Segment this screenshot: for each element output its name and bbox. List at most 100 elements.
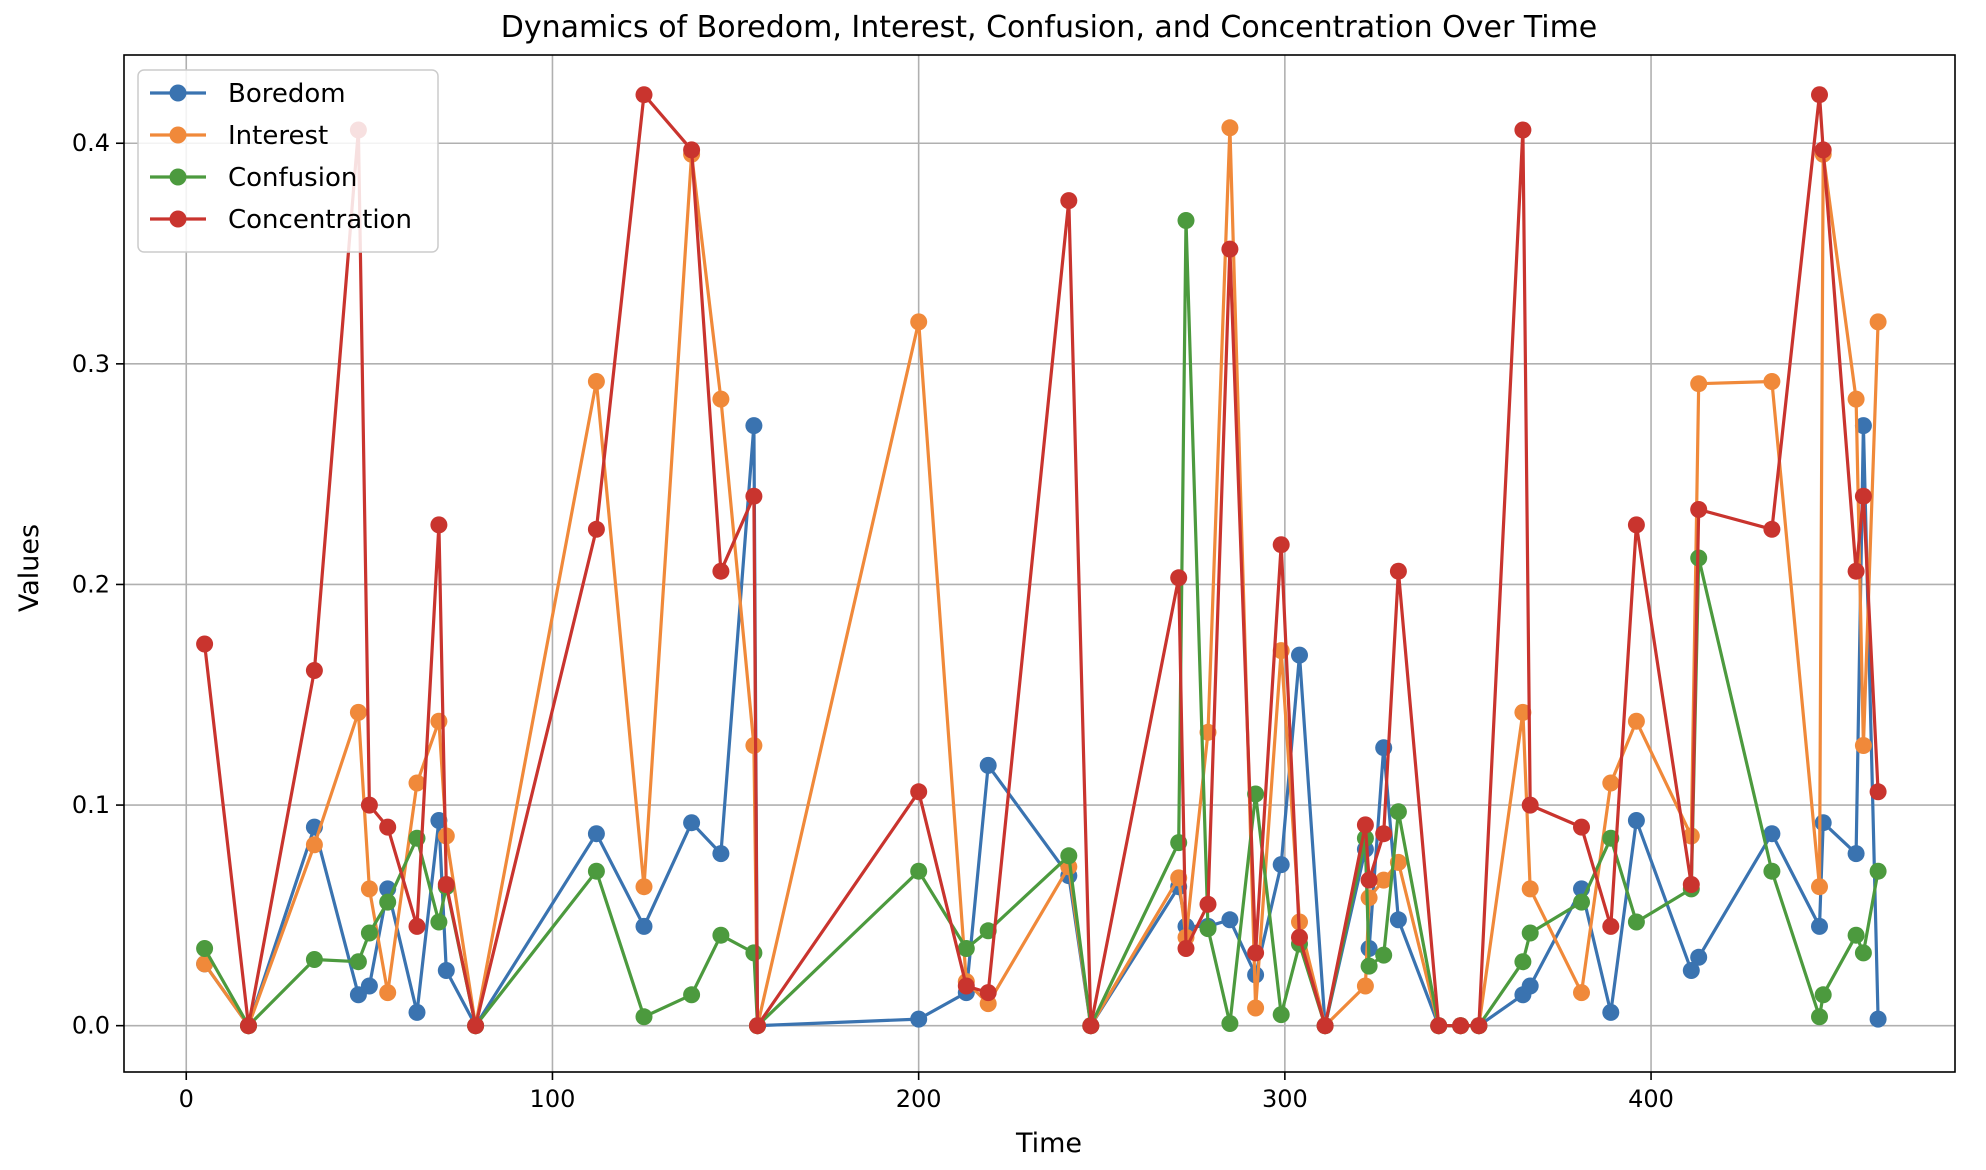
data-point-boredom [635, 917, 653, 935]
data-point-boredom [360, 977, 378, 995]
data-point-concentration [1869, 783, 1887, 801]
data-point-interest [1763, 373, 1781, 390]
data-point-confusion [430, 913, 448, 931]
data-point-boredom [1682, 962, 1700, 979]
legend: Boredom Interest Confusion Concentration [137, 69, 439, 253]
data-point-boredom [430, 812, 448, 829]
data-point-interest [1847, 390, 1865, 408]
data-point-confusion [1573, 893, 1590, 911]
data-point-interest [1602, 774, 1620, 792]
data-point-boredom [587, 825, 605, 843]
data-point-concentration [957, 977, 975, 995]
data-point-concentration [360, 796, 378, 814]
data-point-confusion [1763, 862, 1781, 880]
legend-marker-boredom [169, 84, 187, 102]
y-tick-label: 0.4 [72, 129, 110, 157]
data-point-boredom [1811, 917, 1828, 935]
data-point-boredom [1272, 856, 1290, 874]
data-point-confusion [1814, 986, 1832, 1004]
data-point-interest [587, 373, 605, 390]
x-axis-label: Time [1015, 1128, 1082, 1159]
data-point-concentration [379, 818, 397, 836]
data-point-boredom [910, 1010, 928, 1028]
legend-marker-confusion [169, 168, 187, 186]
data-point-boredom [979, 756, 997, 774]
data-point-concentration [1682, 876, 1700, 893]
data-point-concentration [1573, 818, 1590, 836]
x-tick-label: 300 [1262, 1085, 1308, 1113]
data-point-confusion [745, 944, 763, 962]
series-concentration [196, 86, 1887, 1035]
legend-label-confusion: Confusion [228, 163, 357, 193]
data-point-interest [1811, 878, 1828, 896]
data-point-interest [379, 984, 397, 1002]
data-point-concentration [437, 876, 455, 893]
data-point-interest [1869, 313, 1887, 331]
y-axis-label: Values [14, 524, 45, 612]
data-point-boredom [1221, 911, 1239, 929]
plot-frame [123, 54, 1956, 1073]
data-point-interest [1221, 119, 1239, 137]
data-point-concentration [1452, 1017, 1470, 1035]
x-tick-label: 200 [896, 1085, 942, 1113]
legend-item-boredom: Boredom [150, 79, 346, 109]
data-point-boredom [1627, 812, 1645, 829]
legend-item-interest: Interest [150, 121, 328, 151]
grid-layer [124, 55, 1955, 1072]
data-point-confusion [587, 862, 605, 880]
data-point-interest [1360, 889, 1378, 907]
data-point-boredom [683, 814, 701, 832]
x-tick-label: 100 [530, 1085, 576, 1113]
data-point-confusion [1177, 212, 1195, 229]
data-point-boredom [1854, 417, 1872, 435]
data-point-confusion [1360, 957, 1378, 975]
data-point-concentration [467, 1017, 485, 1035]
data-point-concentration [1602, 917, 1620, 935]
data-point-concentration [1221, 240, 1239, 258]
legend-label-boredom: Boredom [228, 79, 346, 109]
data-point-concentration [910, 783, 928, 801]
y-tick-label: 0.3 [72, 350, 110, 378]
legend-item-confusion: Confusion [150, 163, 357, 193]
data-point-confusion [1811, 1008, 1828, 1026]
data-point-concentration [1316, 1017, 1334, 1035]
ticks-layer: 0 100 200 300 400 0.0 0.1 0.2 0.3 0.4 [72, 129, 1674, 1113]
data-point-interest [1514, 703, 1532, 721]
data-point-boredom [1389, 911, 1407, 929]
data-point-boredom [1869, 1010, 1887, 1028]
data-point-confusion [1514, 953, 1532, 971]
x-tick-label: 0 [179, 1085, 194, 1113]
data-point-concentration [1199, 895, 1217, 913]
data-point-confusion [712, 926, 730, 944]
data-point-interest [1627, 712, 1645, 730]
data-point-concentration [1360, 871, 1378, 889]
data-point-confusion [1869, 862, 1887, 880]
data-point-concentration [408, 917, 426, 935]
data-point-concentration [305, 662, 323, 679]
data-point-interest [196, 955, 214, 973]
data-point-boredom [408, 1003, 426, 1021]
data-point-confusion [1221, 1015, 1239, 1032]
data-point-concentration [1514, 121, 1532, 139]
data-point-interest [1521, 880, 1539, 898]
data-point-concentration [1847, 562, 1865, 580]
data-point-concentration [1375, 825, 1393, 843]
data-point-interest [349, 703, 367, 721]
data-point-concentration [1082, 1017, 1100, 1035]
data-point-concentration [240, 1017, 257, 1035]
data-point-interest [635, 878, 653, 896]
data-point-confusion [1375, 946, 1393, 964]
legend-marker-interest [169, 126, 187, 144]
legend-label-interest: Interest [228, 121, 328, 151]
data-point-concentration [1060, 192, 1078, 210]
data-point-confusion [349, 953, 367, 971]
chart-title: Dynamics of Boredom, Interest, Confusion… [501, 10, 1598, 45]
data-point-confusion [1060, 847, 1078, 865]
data-point-interest [430, 712, 448, 730]
data-point-concentration [1811, 86, 1828, 104]
data-point-concentration [979, 984, 997, 1002]
data-point-concentration [1763, 520, 1781, 538]
data-point-confusion [1199, 920, 1217, 938]
data-point-interest [360, 880, 378, 898]
